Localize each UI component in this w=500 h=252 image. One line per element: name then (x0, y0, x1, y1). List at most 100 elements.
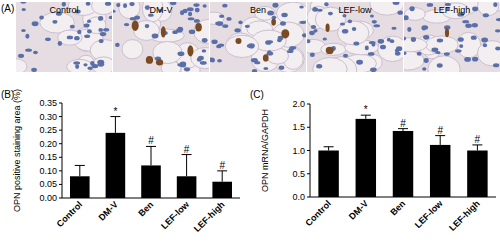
nucleus (365, 45, 369, 50)
nucleus (299, 21, 306, 24)
x-tick-label: LEF-high (447, 198, 482, 233)
error-cap (75, 165, 85, 166)
tubule (477, 41, 500, 66)
image-label: Ben (250, 5, 266, 15)
nucleus (289, 46, 296, 50)
nucleus (188, 12, 192, 16)
error-bar (361, 115, 371, 119)
nucleus (21, 29, 25, 32)
tubule (92, 57, 112, 72)
error-bar (398, 129, 408, 131)
nucleus (87, 29, 92, 33)
error-line (115, 117, 116, 133)
micrograph (404, 2, 500, 72)
significance-mark: # (184, 144, 190, 155)
nucleus (378, 39, 384, 44)
tubule (321, 43, 346, 55)
tubule (194, 19, 209, 43)
x-axis (310, 197, 496, 198)
nucleus (74, 36, 80, 40)
nucleus (267, 50, 271, 55)
nucleus (464, 57, 471, 62)
y-tick-label: 0.05 (39, 179, 57, 189)
opn-stain (326, 47, 334, 54)
x-tick-label: Ben (136, 199, 155, 218)
x-axis (62, 198, 240, 199)
x-tick-label: LEF-low (413, 198, 446, 231)
nucleus (194, 19, 200, 23)
bars (318, 115, 487, 197)
nucleus (217, 59, 222, 63)
nucleus (353, 42, 359, 46)
nucleus (197, 57, 202, 61)
nucleus (423, 35, 429, 40)
nucleus (187, 7, 194, 11)
nucleus (145, 24, 150, 28)
nucleus (495, 47, 500, 51)
y-axis-label: OPN positive staining area (%) (12, 89, 22, 212)
opn-stain (281, 29, 289, 38)
opn-stain (156, 59, 163, 65)
nucleus (455, 49, 462, 52)
tubule (191, 47, 209, 68)
error-bar (110, 117, 120, 133)
y-tick-label: 1.5 (292, 122, 305, 132)
error-cap (324, 146, 334, 147)
nucleus (202, 38, 208, 43)
nucleus (113, 10, 116, 13)
bar (212, 182, 232, 198)
nucleus (311, 25, 316, 29)
micrograph (113, 2, 209, 72)
x-tick-label: Control (55, 199, 85, 229)
bar (318, 151, 338, 198)
tubule (58, 30, 82, 45)
nucleus (302, 33, 306, 37)
x-tick-label: LEF-low (159, 199, 192, 232)
nucleus (328, 12, 333, 16)
tubule (67, 59, 93, 72)
error-bar (75, 165, 85, 176)
nucleus (316, 64, 322, 68)
y-axis (62, 103, 63, 198)
nucleus (395, 51, 401, 55)
nucleus (437, 38, 443, 42)
nucleus (222, 24, 228, 28)
nucleus (409, 6, 414, 11)
error-bar (217, 171, 227, 182)
nucleus (124, 23, 129, 26)
nucleus (472, 23, 478, 28)
nucleus (431, 48, 438, 52)
nucleus (496, 18, 500, 21)
nucleus (483, 43, 487, 47)
x-tick-label: Control (303, 198, 333, 228)
nucleus (411, 37, 416, 42)
nucleus (343, 54, 348, 58)
nucleus (287, 50, 293, 53)
nucleus (495, 29, 500, 32)
nucleus (211, 39, 217, 44)
nucleus (309, 31, 315, 35)
tubule (92, 2, 112, 15)
nucleus (247, 44, 251, 48)
nucleus (70, 25, 75, 29)
nucleus (67, 36, 73, 40)
nucleus (340, 23, 345, 26)
nucleus (189, 29, 196, 34)
nucleus (279, 66, 285, 70)
nucleus (310, 53, 315, 57)
nucleus (98, 16, 103, 21)
nucleus (471, 35, 477, 39)
error-line (328, 147, 329, 151)
opn-stain (132, 20, 139, 31)
nucleus (493, 2, 497, 7)
nucleus (45, 37, 51, 40)
nucleus (99, 39, 104, 43)
nucleus (342, 29, 348, 34)
nucleus (73, 61, 80, 64)
bar (106, 133, 126, 198)
nucleus (103, 28, 109, 32)
significance-mark: # (437, 125, 443, 136)
nucleus (245, 25, 250, 28)
nucleus (180, 64, 187, 67)
y-tick-label: 0.35 (39, 98, 57, 108)
